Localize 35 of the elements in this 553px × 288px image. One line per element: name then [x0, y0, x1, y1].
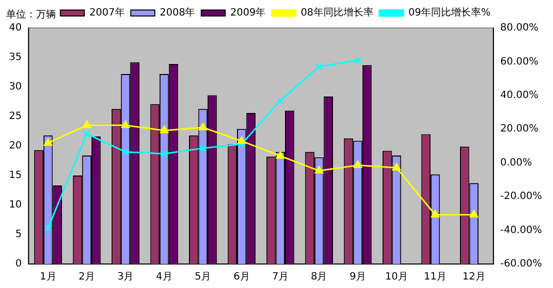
x-tick-label: 2月 [78, 272, 95, 283]
y2-tick-label: 60.00% [500, 56, 538, 68]
y-tick-label: 25 [8, 111, 22, 122]
x-tick-label: 5月 [194, 272, 212, 283]
x-tick-label: 1月 [40, 272, 56, 283]
legend-label: 2008年 [160, 6, 196, 19]
y2-tick-label: -20.00% [500, 191, 542, 202]
y-tick-label: 40 [8, 22, 22, 34]
x-tick-label: 7月 [272, 272, 289, 283]
legend-label: 2009年 [230, 6, 266, 19]
x-tick-label: 9月 [350, 272, 366, 283]
y2-tick-label: 0.00% [500, 157, 532, 168]
y-tick-label: 0 [15, 258, 22, 270]
y2-tick-label: -60.00% [500, 258, 542, 270]
y2-tick-label: 20.00% [500, 124, 538, 135]
legend-label: 2007年 [89, 6, 125, 19]
x-tick-label: 12月 [462, 272, 486, 283]
x-tick-label: 11月 [424, 272, 447, 283]
y-tick-label: 35 [8, 52, 22, 64]
x-tick-label: 10月 [385, 272, 408, 283]
x-tick-label: 6月 [233, 272, 250, 283]
x-tick-label: 4月 [156, 272, 172, 283]
y-tick-label: 30 [8, 82, 22, 93]
y-tick-label: 5 [15, 229, 22, 240]
text: 单位：万辆 [6, 8, 56, 21]
x-tick-label: 3月 [117, 272, 134, 283]
y-tick-label: 10 [8, 200, 22, 211]
y2-tick-label: 80.00% [500, 22, 538, 34]
y-tick-label: 20 [8, 140, 22, 152]
y2-tick-label: 40.00% [500, 90, 538, 102]
legend-label: 09年同比增长率% [408, 6, 491, 19]
legend-label: 08年同比增长率 [300, 6, 374, 19]
y-tick-label: 15 [8, 170, 22, 182]
y2-tick-label: -40.00% [500, 224, 542, 236]
x-tick-label: 8月 [310, 272, 328, 283]
